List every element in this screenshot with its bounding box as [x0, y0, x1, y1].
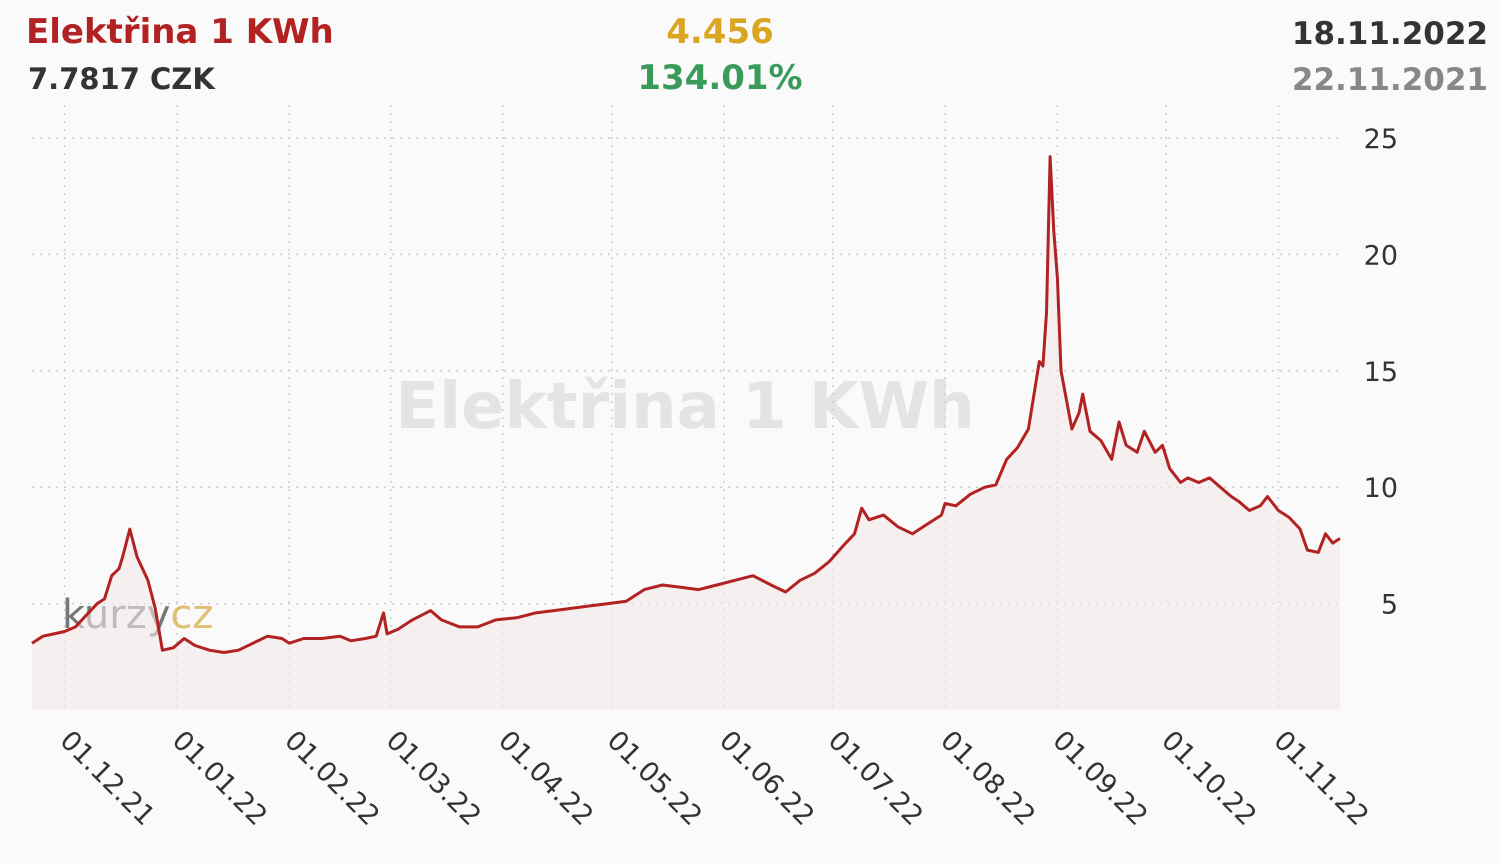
- y-tick-label: 20: [1364, 240, 1398, 271]
- series-path: [31, 155, 1341, 654]
- x-tick-label: 01.11.22: [1267, 725, 1374, 832]
- x-tick-label: 01.12.21: [54, 725, 161, 832]
- x-tick-label: 01.06.22: [713, 725, 820, 832]
- date-from: 22.11.2021: [1291, 62, 1488, 98]
- x-tick-label: 01.07.22: [822, 725, 929, 832]
- instrument-title: Elektřina 1 KWh: [26, 12, 334, 52]
- area-fill: [32, 156, 1340, 711]
- y-tick-label: 15: [1364, 357, 1398, 388]
- x-tick-label: 01.05.22: [601, 725, 708, 832]
- x-tick-label: 01.01.22: [166, 725, 273, 832]
- series-line: [31, 155, 1341, 654]
- date-to: 18.11.2022: [1291, 16, 1488, 52]
- x-tick-label: 01.08.22: [934, 725, 1041, 832]
- y-tick-label: 10: [1364, 473, 1398, 504]
- x-tick-label: 01.02.22: [278, 725, 385, 832]
- logo-part2: cz: [170, 592, 213, 638]
- current-price: 7.7817 CZK: [28, 62, 215, 96]
- x-tick-label: 01.04.22: [492, 725, 599, 832]
- y-tick-label: 5: [1381, 590, 1398, 621]
- series-area: [32, 156, 1340, 711]
- x-tick-label: 01.10.22: [1155, 725, 1262, 832]
- y-tick-label: 25: [1364, 124, 1398, 155]
- chart-watermark: Elektřina 1 KWh: [395, 370, 974, 444]
- x-tick-label: 01.09.22: [1046, 725, 1153, 832]
- absolute-change: 4.456: [666, 12, 774, 52]
- x-tick-label: 01.03.22: [380, 725, 487, 832]
- y-axis-ticks: 5 10 15 20 25: [1364, 124, 1398, 621]
- percent-change: 134.01%: [637, 58, 803, 98]
